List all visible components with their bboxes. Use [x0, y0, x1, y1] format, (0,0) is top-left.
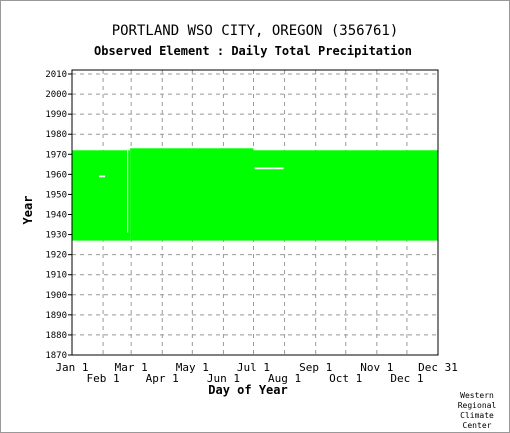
x-tick-label: Oct 1 — [329, 372, 362, 385]
x-tick-label: Aug 1 — [268, 372, 301, 385]
x-tick-label: Jan 1 — [55, 361, 88, 374]
credit-line-2: Regional — [458, 401, 497, 410]
coverage-block — [130, 148, 254, 241]
y-tick-label: 2010 — [45, 70, 67, 80]
data-gap — [99, 175, 106, 178]
x-tick-label: May 1 — [176, 361, 209, 374]
data-gap — [254, 167, 284, 170]
credit-line-4: Center — [463, 421, 492, 430]
y-tick-label: 1930 — [45, 231, 67, 241]
y-tick-label: 1880 — [45, 331, 67, 341]
credit-line-3: Climate — [460, 411, 494, 420]
y-axis-label: Year — [21, 196, 35, 225]
y-tick-label: 1890 — [45, 311, 67, 321]
y-tick-label: 1980 — [45, 130, 67, 140]
coverage-block — [253, 150, 438, 241]
x-tick-label: Apr 1 — [146, 372, 179, 385]
chart-subtitle: Observed Element : Daily Total Precipita… — [94, 44, 412, 58]
x-tick-label: Dec 1 — [390, 372, 423, 385]
x-tick-label: Mar 1 — [115, 361, 148, 374]
y-tick-label: 2000 — [45, 90, 67, 100]
plot-area: 1870 1880 1890 1900 1910 1920 1930 1940 1950 1960… — [45, 69, 458, 385]
y-tick-label: 1960 — [45, 170, 67, 180]
x-tick-label: Nov 1 — [360, 361, 393, 374]
x-tick-label: Jun 1 — [207, 372, 240, 385]
x-tick-label: Jul 1 — [237, 361, 270, 374]
x-tick-label: Feb 1 — [87, 372, 120, 385]
y-tick-label: 1870 — [45, 351, 67, 361]
plot-frame — [71, 69, 439, 356]
y-tick-label: 1940 — [45, 211, 67, 221]
y-tick-label: 1910 — [45, 271, 67, 281]
chart-title: PORTLAND WSO CITY, OREGON (356761) — [112, 23, 399, 39]
credit-block: Western Regional Climate Center — [458, 391, 497, 430]
x-axis-label: Day of Year — [208, 383, 287, 397]
y-tick-label: 1990 — [45, 110, 67, 120]
y-tick-label: 1900 — [45, 291, 67, 301]
y-tick-label: 1950 — [45, 190, 67, 200]
x-tick-label: Dec 31 — [418, 361, 458, 374]
credit-line-1: Western — [460, 391, 494, 400]
y-tick-label: 1920 — [45, 251, 67, 261]
y-tick-label: 1970 — [45, 150, 67, 160]
x-tick-label: Sep 1 — [299, 361, 332, 374]
data-gap — [127, 150, 129, 233]
coverage-block — [72, 150, 131, 241]
